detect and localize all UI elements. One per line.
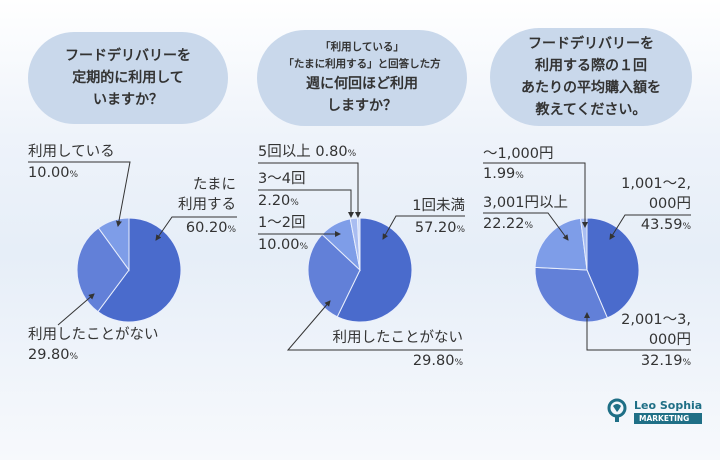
question-line: フードデリバリーを: [528, 36, 654, 52]
label-sometimes-2: 利用する: [178, 197, 236, 213]
question-line: しますか？: [327, 98, 397, 114]
value-using: 10.00%: [28, 165, 79, 181]
value-3001plus: 22.22%: [483, 216, 534, 232]
pie-slice: [76, 227, 130, 313]
label-never-2: 利用したことがない: [332, 330, 464, 346]
pie-chart-2: [307, 217, 413, 323]
question-line: いますか？: [93, 92, 163, 108]
question-bubble-2: 「利用している」 「たまに利用する」と回答した方 週に何回ほど利用 しますか？: [257, 30, 467, 126]
question-sub: 「利用している」: [320, 41, 404, 53]
value-2001-3000: 32.19%: [640, 353, 691, 369]
pie-chart-1: [76, 217, 182, 323]
pie-slice: [356, 217, 361, 271]
logo: Leo Sophia MARKETING: [606, 398, 703, 424]
pie-slice: [586, 217, 640, 319]
label-1to2: 1～2回: [258, 215, 306, 231]
question-bubble-1: フードデリバリーを 定期的に利用して いますか？: [28, 32, 228, 124]
question-line: 定期的に利用して: [72, 70, 184, 86]
question-line: 教えてください。: [535, 102, 647, 118]
value-never-2: 29.80%: [412, 353, 463, 369]
value-less1: 57.20%: [414, 220, 465, 236]
label-sometimes-1: たまに: [192, 177, 236, 193]
logo-tag: MARKETING: [634, 412, 703, 424]
logo-icon: [607, 398, 627, 422]
question-line: 週に何回ほど利用: [306, 76, 418, 92]
question-line: 利用する際の１回: [535, 58, 647, 74]
label-3001plus: 3,001円以上: [483, 195, 569, 211]
pie-slice: [97, 217, 182, 323]
label-2001-3000: 2,001～3,000円: [621, 312, 691, 348]
label-under1000: ～1,000円: [483, 146, 554, 162]
label-3to4: 3～4回: [258, 171, 306, 187]
label-less1: 1回未満: [412, 198, 465, 214]
value-1001-2000: 43.59%: [640, 217, 691, 233]
value-sometimes: 60.20%: [185, 220, 236, 236]
value-never: 29.80%: [28, 347, 79, 363]
logo-name: Leo Sophia: [634, 398, 703, 412]
value-3to4: 2.20%: [258, 193, 299, 209]
label-1001-2000: 1,001～2,000円: [621, 176, 691, 212]
value-under1000: 1.99%: [483, 166, 524, 182]
label-using: 利用している: [28, 144, 115, 160]
pie-slice: [336, 217, 413, 323]
pie-slice: [97, 217, 130, 272]
question-bubble-3: フードデリバリーを 利用する際の１回 あたりの平均購入額を 教えてください。: [490, 28, 692, 126]
question-sub: 「たまに利用する」と回答した方: [283, 58, 441, 70]
pie-slice: [534, 217, 588, 271]
question-line: あたりの平均購入額を: [521, 80, 661, 96]
pie-slice: [307, 233, 361, 318]
leader-lines: [28, 161, 691, 351]
label-never: 利用したことがない: [28, 327, 159, 343]
pie-slice: [579, 217, 588, 271]
value-1to2: 10.00%: [258, 237, 309, 253]
pie-slice: [534, 266, 609, 323]
pie-chart-3: [534, 217, 640, 323]
label-5plus: 5回以上 0.80%: [258, 144, 357, 160]
question-line: フードデリバリーを: [65, 48, 191, 64]
